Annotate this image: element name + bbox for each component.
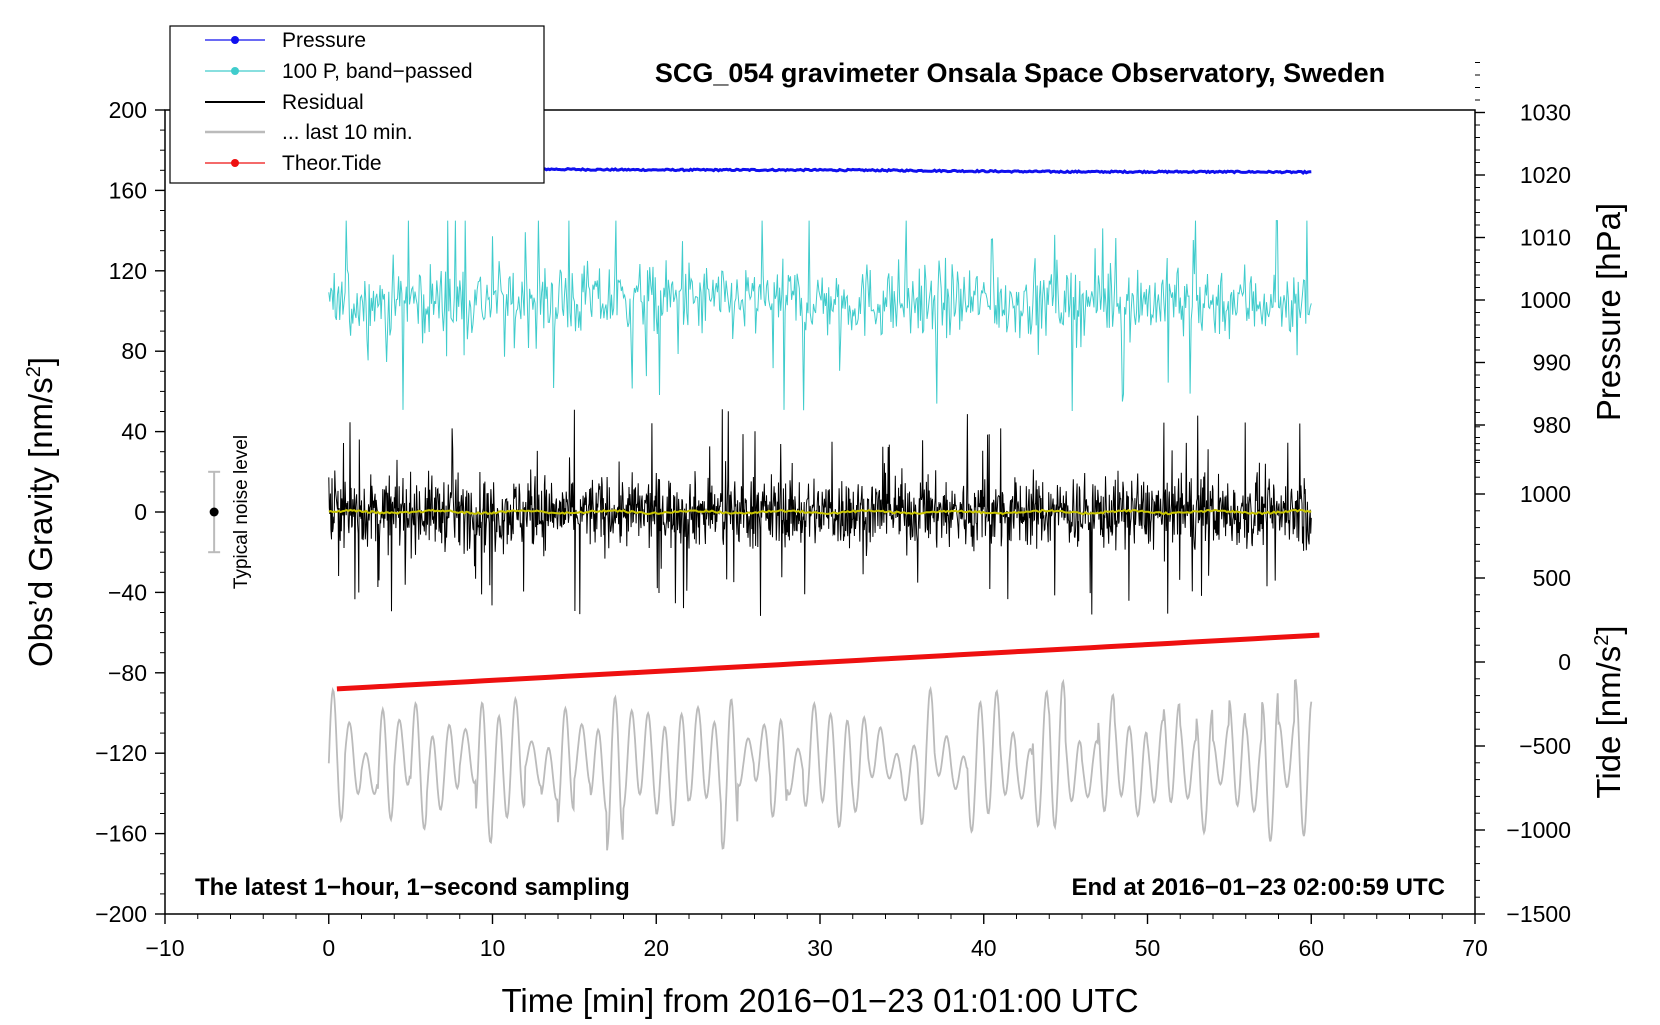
y-tide-tick-label: 1000 [1520, 481, 1571, 507]
legend-swatch-marker [231, 159, 239, 167]
legend-entry-label: 100 P, band−passed [282, 60, 473, 83]
x-tick-label: 10 [480, 935, 506, 961]
y-tide-axis-title: Tide [nm/s2] [1590, 625, 1627, 798]
x-tick-label: 40 [971, 935, 997, 961]
legend-entry-label: Theor.Tide [282, 152, 382, 175]
y-pressure-tick-label: 1030 [1520, 100, 1571, 126]
y-pressure-axis-title: Pressure [hPa] [1590, 203, 1627, 421]
y-left-tick-label: −40 [108, 579, 147, 605]
series-last-10-min-line [327, 678, 1313, 851]
noise-level-label: Typical noise level [231, 435, 252, 589]
x-axis-title: Time [min] from 2016−01−23 01:01:00 UTC [501, 982, 1138, 1019]
y-left-tick-label: 200 [109, 97, 147, 123]
x-tick-label: 70 [1462, 935, 1488, 961]
x-tick-label: 50 [1135, 935, 1161, 961]
legend-swatch-marker [231, 67, 239, 75]
y-tide-title-sup: 2 [1591, 635, 1613, 646]
noise-bar-dot [209, 507, 219, 517]
y-left-title-sup: 2 [23, 366, 45, 377]
y-left-tick-label: 160 [109, 177, 147, 203]
y-left-title-close: ] [22, 357, 59, 366]
sampling-note: The latest 1−hour, 1−second sampling [195, 874, 630, 901]
y-pressure-tick-label: 1000 [1520, 287, 1571, 313]
y-left-tick-label: 80 [121, 338, 147, 364]
y-left-tick-label: −80 [108, 660, 147, 686]
chart-title: SCG_054 gravimeter Onsala Space Observat… [655, 58, 1385, 88]
legend-entry-label: ... last 10 min. [282, 121, 413, 144]
y-tide-tick-label: −500 [1519, 733, 1571, 759]
series-band-passed-line [328, 220, 1312, 412]
y-left-tick-label: 0 [134, 499, 147, 525]
y-pressure-tick-label: 1010 [1520, 225, 1571, 251]
x-tick-label: 60 [1298, 935, 1324, 961]
y-left-axis-ticks: 200 160 120 80 40 0 −40 −80 −120 −160 −200 [95, 97, 165, 927]
noise-level-indicator: Typical noise level [208, 435, 252, 589]
legend: Pressure 100 P, band−passed Residual ... la… [169, 25, 545, 184]
series-group [327, 165, 1320, 851]
series-residual-line [328, 409, 1312, 616]
y-tide-tick-label: 500 [1533, 565, 1571, 591]
y-pressure-tick-label: 980 [1533, 412, 1571, 438]
y-left-axis-title: Obs’d Gravity [nm/s2] [22, 357, 59, 667]
x-tick-label: 0 [322, 935, 335, 961]
legend-swatch-marker [231, 36, 239, 44]
y-tide-title-main: Tide [nm/s [1590, 646, 1627, 799]
y-pressure-axis-ticks: 1030 1020 1010 1000 990 980 [1475, 62, 1571, 463]
series-theor-tide-line [336, 632, 1320, 692]
y-tide-title-close: ] [1590, 625, 1627, 634]
y-left-title-main: Obs’d Gravity [nm/s [22, 377, 59, 667]
y-tide-tick-label: 0 [1558, 649, 1571, 675]
y-left-tick-label: 120 [109, 258, 147, 284]
x-axis-ticks: −10 0 10 20 30 40 50 60 70 [145, 914, 1488, 961]
y-pressure-tick-label: 1020 [1520, 162, 1571, 188]
end-time-note: End at 2016−01−23 02:00:59 UTC [1071, 874, 1445, 901]
y-left-tick-label: 40 [121, 419, 147, 445]
series-residual-smoothed-line [328, 508, 1312, 516]
legend-box [169, 25, 545, 184]
y-left-tick-label: −160 [95, 821, 147, 847]
x-tick-label: 20 [643, 935, 669, 961]
y-left-tick-label: −200 [95, 901, 147, 927]
y-tide-tick-label: −1000 [1506, 817, 1571, 843]
legend-entry-label: Residual [282, 91, 364, 114]
y-left-tick-label: −120 [95, 740, 147, 766]
legend-entry-label: Pressure [282, 29, 366, 52]
x-tick-label: −10 [145, 935, 184, 961]
y-tide-tick-label: −1500 [1506, 901, 1571, 927]
x-tick-label: 30 [807, 935, 833, 961]
y-pressure-tick-label: 990 [1533, 350, 1571, 376]
y-tide-axis-ticks: 1000 500 0 −500 −1000 −1500 [1475, 426, 1571, 927]
